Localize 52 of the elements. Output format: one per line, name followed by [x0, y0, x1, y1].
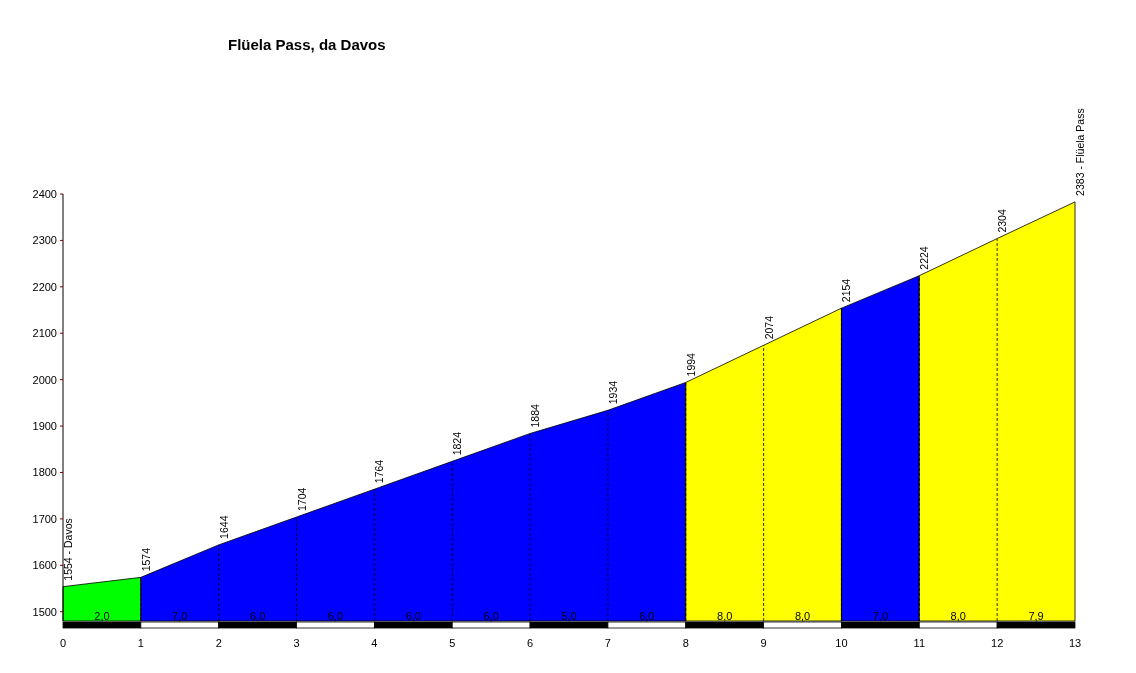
y-tick-label: 2200: [32, 280, 57, 293]
x-tick-label: 4: [371, 637, 378, 649]
annotation: 6,0: [405, 610, 421, 623]
x-tick-label: 8: [682, 637, 689, 649]
data-label: 1574: [139, 547, 152, 572]
y-tick-label: 1700: [32, 512, 57, 525]
y-tick-label: 1800: [32, 466, 57, 479]
x-tick-label: 7: [604, 637, 611, 649]
annotation: 7,0: [872, 610, 889, 623]
data-label: 2154: [840, 278, 853, 303]
y-tick-label: 1600: [32, 559, 57, 572]
annotation: 6,0: [483, 610, 499, 623]
x-tick-label: 3: [293, 637, 300, 649]
x-tick-label: 0: [59, 637, 67, 649]
x-tick-label: 6: [527, 637, 534, 649]
data-label: 2383 - Flüela Pass: [1074, 108, 1086, 196]
annotation: 7,9: [1028, 610, 1044, 623]
x-tick-label: 13: [1068, 637, 1082, 649]
data-label: 1884: [529, 403, 542, 428]
x-tick-label: 12: [991, 637, 1004, 649]
x-tick-label: 1: [137, 637, 144, 649]
y-tick-label: 2400: [32, 188, 57, 200]
annotation: 2,0: [94, 610, 110, 623]
data-label: 2224: [918, 246, 931, 270]
chart-title: Flüela Pass, da Davos: [228, 36, 386, 53]
y-tick-label: 2100: [32, 327, 57, 340]
annotation: 8,0: [950, 610, 966, 623]
data-label: 2074: [762, 315, 775, 340]
x-tick-label: 9: [760, 637, 767, 649]
data-label: 1824: [451, 431, 464, 456]
annotation: 6,0: [249, 610, 266, 623]
data-label: 1704: [295, 487, 308, 512]
data-label: 1934: [606, 380, 619, 405]
y-tick-label: 2000: [32, 373, 57, 386]
y-tick-label: 1900: [32, 420, 57, 433]
x-tick-label: 10: [835, 637, 848, 649]
data-label: 1994: [684, 352, 697, 377]
annotation: 5,0: [561, 610, 577, 623]
annotation: 7,0: [172, 610, 188, 623]
data-label: 1554 - Davos: [62, 518, 74, 581]
y-tick-label: 1500: [32, 605, 57, 618]
y-tick-label: 2300: [32, 234, 57, 247]
x-tick-label: 2: [215, 637, 222, 649]
data-label: 1644: [217, 515, 230, 539]
data-label: 1764: [373, 459, 386, 484]
data-label: 2304: [996, 209, 1009, 233]
annotation: 6,0: [327, 610, 344, 623]
x-tick-label: 11: [913, 637, 926, 649]
annotation: 6,0: [639, 610, 655, 623]
x-tick-label: 5: [449, 637, 456, 649]
annotation: 8,0: [717, 610, 733, 623]
annotation: 8,0: [794, 610, 811, 623]
